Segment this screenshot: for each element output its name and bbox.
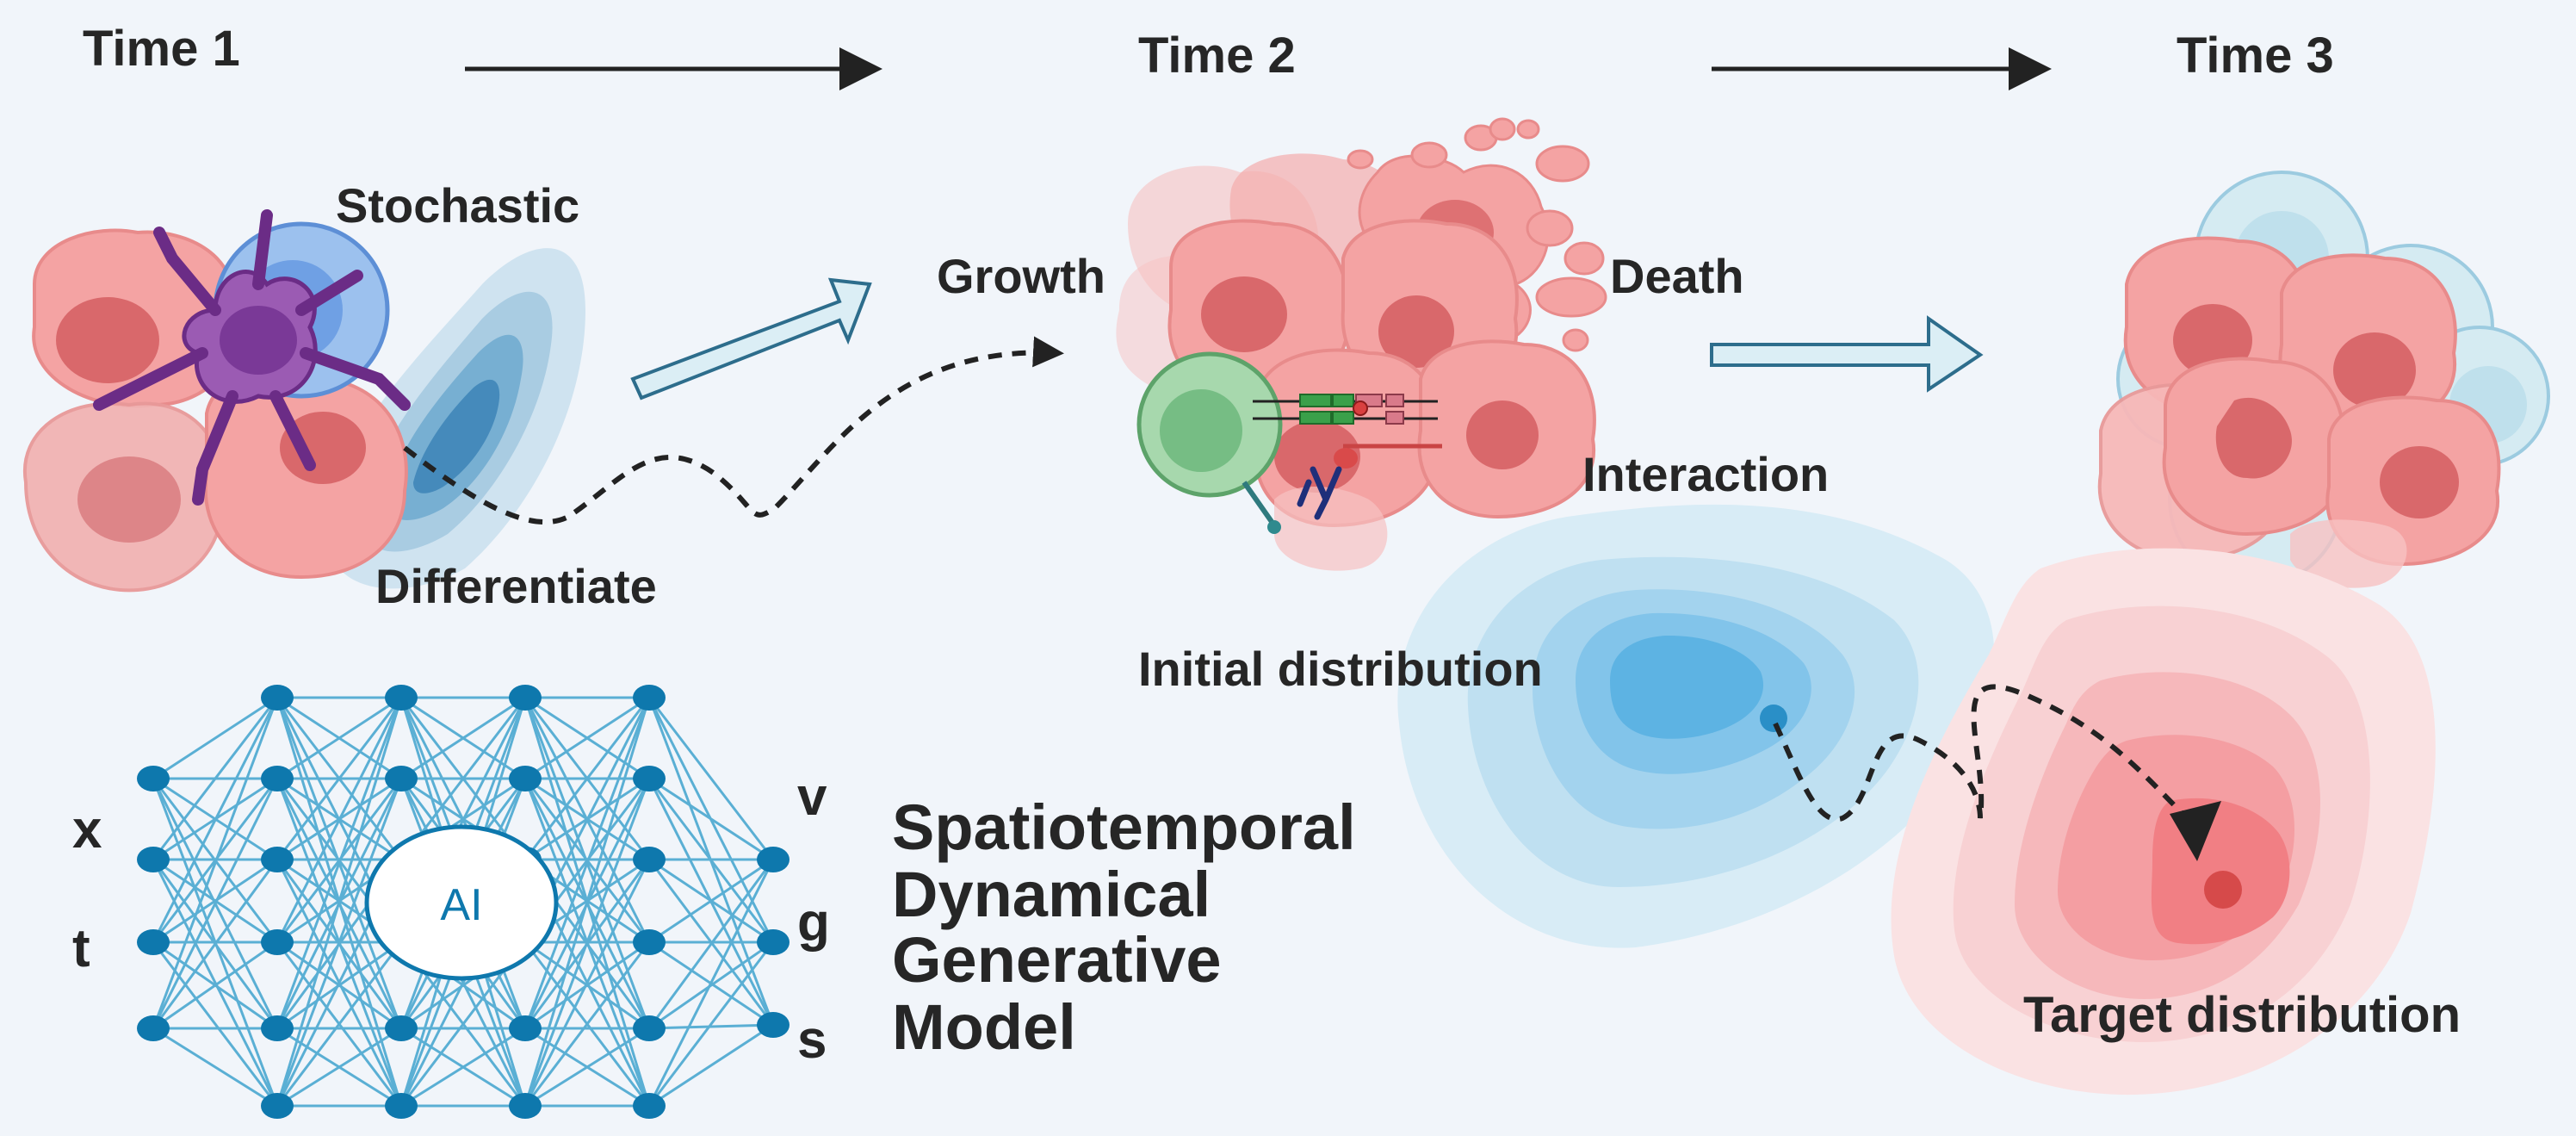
network-node [633,1015,666,1041]
network-node [757,929,790,955]
network-node [633,766,666,791]
time-3-cell-cluster [2100,172,2548,588]
differentiate-label: Differentiate [375,559,657,613]
network-edge [153,698,277,1028]
network-edge [153,942,277,1106]
network-node [137,929,170,955]
time-1-cell-cluster [25,215,585,590]
growth-label: Growth [937,249,1105,303]
network-edge [649,1025,773,1106]
time-3-label: Time 3 [2177,28,2334,84]
interaction-label: Interaction [1582,447,1829,501]
input-label-t: t [72,919,90,978]
time-1-label: Time 1 [83,21,240,77]
network-node [385,1015,418,1041]
network-edge [649,860,773,1106]
network-node [261,1015,294,1041]
initial-sample-point [1760,705,1787,732]
network-node [261,766,294,791]
network-node [261,1093,294,1119]
input-label-x: x [72,800,102,860]
target-sample-point [2204,871,2242,909]
network-edge [153,860,277,1106]
network-node [757,847,790,872]
target-distribution-label: Target distribution [2023,987,2461,1043]
network-node [385,685,418,711]
ai-label: AI [440,880,482,930]
network-node [509,1093,542,1119]
network-node [137,1015,170,1041]
output-label-v: v [797,767,827,827]
network-edge [649,779,773,860]
network-node [385,1093,418,1119]
network-edge [649,698,773,860]
model-title-line-3: Generative [892,924,1222,996]
initial-distribution-label: Initial distribution [1138,642,1543,696]
network-node [509,1015,542,1041]
network-node [137,847,170,872]
network-node [385,766,418,791]
output-label-g: g [797,893,830,953]
tumor-nucleus [77,456,181,543]
progression-arrow-icon [1712,319,1980,389]
tumor-nucleus [56,297,159,383]
network-node [261,847,294,872]
model-title-line-4: Model [892,991,1076,1063]
network-node [509,766,542,791]
network-node [633,847,666,872]
network-node [633,929,666,955]
output-label-s: s [797,1010,827,1070]
network-node [633,1093,666,1119]
network-node [633,685,666,711]
model-title-line-2: Dynamical [892,859,1211,930]
network-node [137,766,170,791]
time-2-label: Time 2 [1138,28,1296,84]
network-node [757,1012,790,1038]
stochastic-label: Stochastic [336,178,579,233]
death-label: Death [1610,249,1744,303]
network-edge [649,942,773,1106]
time-2-cell-cluster [1116,119,1606,571]
growth-arrow-icon [633,280,870,398]
model-title-line-1: Spatiotemporal [892,791,1356,863]
network-node [261,685,294,711]
network-edge [153,698,277,779]
network-node [261,929,294,955]
network-node [509,685,542,711]
t-cell-nucleus [1160,389,1242,472]
